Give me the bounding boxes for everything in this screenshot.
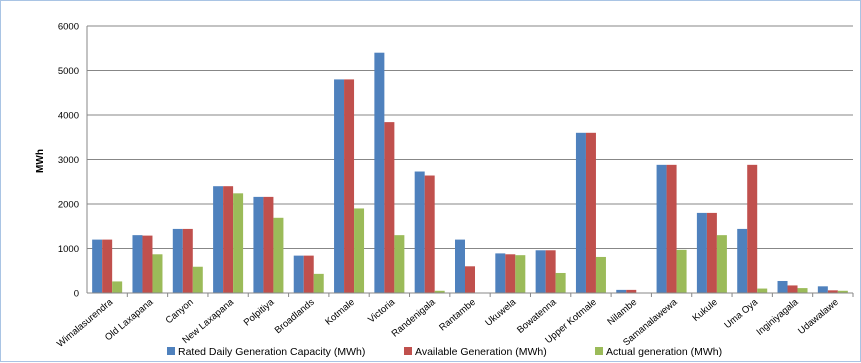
bar-2 bbox=[142, 235, 153, 293]
bar-2 bbox=[747, 164, 758, 293]
x-tick-label: Rantambe bbox=[437, 297, 478, 334]
bar-1 bbox=[656, 164, 667, 293]
bar-3 bbox=[354, 208, 365, 293]
bar-3 bbox=[676, 249, 687, 293]
y-tick-label: 1000 bbox=[58, 244, 79, 255]
bar-1 bbox=[293, 255, 304, 293]
bar-2 bbox=[384, 122, 395, 294]
bar-1 bbox=[253, 196, 264, 293]
bar-1 bbox=[495, 253, 506, 293]
x-tick-label: Kotmale bbox=[323, 297, 357, 328]
y-tick-label: 2000 bbox=[58, 200, 79, 211]
bar-3 bbox=[394, 235, 405, 293]
bar-2 bbox=[585, 132, 596, 293]
bar-3 bbox=[273, 217, 284, 293]
bar-1 bbox=[535, 250, 546, 293]
bar-1 bbox=[817, 286, 828, 293]
bar-2 bbox=[706, 212, 717, 293]
bar-3 bbox=[112, 281, 123, 293]
bar-3 bbox=[313, 273, 324, 293]
bar-2 bbox=[545, 250, 556, 293]
x-tick-label: Polpitiya bbox=[242, 296, 277, 328]
bar-2 bbox=[787, 285, 798, 293]
bar-1 bbox=[334, 79, 345, 294]
x-tick-label: Victoria bbox=[366, 296, 398, 325]
bar-1 bbox=[455, 239, 465, 293]
legend-swatch bbox=[167, 347, 175, 355]
y-tick-label: 6000 bbox=[58, 22, 79, 33]
legend-swatch bbox=[404, 347, 412, 355]
bar-2 bbox=[424, 175, 435, 293]
bar-2 bbox=[465, 266, 475, 293]
bar-2 bbox=[182, 228, 193, 293]
x-tick-label: Nilambe bbox=[605, 297, 639, 328]
x-tick-label: Canyon bbox=[164, 297, 196, 326]
bar-1 bbox=[374, 52, 385, 294]
bar-1 bbox=[92, 239, 103, 293]
bar-3 bbox=[555, 272, 566, 293]
bar-2 bbox=[827, 290, 838, 293]
bar-2 bbox=[626, 289, 637, 293]
legend-swatch bbox=[595, 347, 603, 355]
bar-1 bbox=[575, 132, 586, 293]
x-tick-label: Broadlands bbox=[273, 297, 317, 336]
y-axis-label: MWh bbox=[35, 149, 46, 173]
bar-3 bbox=[797, 288, 808, 293]
x-tick-label: Wimalasurendra bbox=[55, 296, 116, 349]
bar-1 bbox=[132, 235, 143, 293]
legend-label: Available Generation (MWh) bbox=[415, 346, 547, 358]
legend-label: Rated Daily Generation Capacity (MWh) bbox=[178, 346, 365, 358]
bar-1 bbox=[696, 212, 707, 293]
bar-3 bbox=[515, 255, 526, 293]
bar-3 bbox=[152, 254, 163, 293]
x-tick-label: Kukule bbox=[690, 297, 719, 324]
bar-1 bbox=[737, 228, 748, 293]
x-tick-label: Ukuwela bbox=[483, 296, 519, 328]
legend: Rated Daily Generation Capacity (MWh) Ava… bbox=[167, 346, 722, 358]
bar-1 bbox=[414, 171, 425, 293]
bar-1 bbox=[213, 186, 224, 293]
bar-3 bbox=[716, 235, 727, 293]
bar-2 bbox=[263, 196, 274, 293]
legend-label: Actual generation (MWh) bbox=[606, 346, 722, 358]
y-tick-label: 5000 bbox=[58, 66, 79, 77]
y-tick-label: 3000 bbox=[58, 155, 79, 166]
bar-3 bbox=[837, 290, 848, 293]
bar-2 bbox=[102, 239, 113, 293]
bars bbox=[92, 52, 848, 294]
x-tick-label: Udawalawe bbox=[796, 297, 841, 337]
bar-1 bbox=[777, 280, 788, 293]
x-tick-label: Uma Oya bbox=[722, 296, 760, 331]
bar-2 bbox=[505, 254, 516, 293]
bar-1 bbox=[172, 228, 183, 293]
bar-2 bbox=[666, 164, 677, 293]
bar-3 bbox=[595, 256, 606, 293]
bar-3 bbox=[192, 266, 203, 293]
bar-3 bbox=[233, 193, 244, 293]
bar-1 bbox=[616, 289, 627, 293]
bar-2 bbox=[344, 79, 355, 294]
y-tick-label: 4000 bbox=[58, 111, 79, 122]
bar-3 bbox=[434, 290, 445, 293]
bar-3 bbox=[757, 288, 768, 293]
x-tick-label: Randenigala bbox=[390, 296, 438, 339]
bar-2 bbox=[223, 186, 234, 293]
bar-2 bbox=[303, 255, 314, 293]
x-tick-label: Inginiyagala bbox=[755, 296, 801, 337]
y-tick-label: 0 bbox=[74, 289, 79, 300]
